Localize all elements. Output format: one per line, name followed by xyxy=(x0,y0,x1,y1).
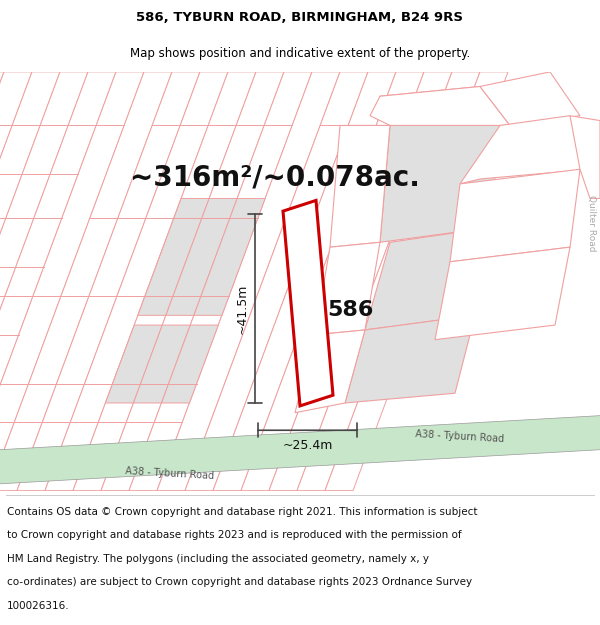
Polygon shape xyxy=(325,72,508,491)
Polygon shape xyxy=(17,72,200,491)
Polygon shape xyxy=(330,126,390,247)
Polygon shape xyxy=(166,199,237,316)
Polygon shape xyxy=(345,316,475,403)
Polygon shape xyxy=(0,72,88,491)
Polygon shape xyxy=(0,72,116,491)
Polygon shape xyxy=(241,72,424,491)
Text: ~316m²/~0.078ac.: ~316m²/~0.078ac. xyxy=(130,163,420,191)
Text: to Crown copyright and database rights 2023 and is reproduced with the permissio: to Crown copyright and database rights 2… xyxy=(7,530,462,540)
Text: 100026316.: 100026316. xyxy=(7,601,70,611)
Text: 586, TYBURN ROAD, BIRMINGHAM, B24 9RS: 586, TYBURN ROAD, BIRMINGHAM, B24 9RS xyxy=(137,11,464,24)
Polygon shape xyxy=(380,86,500,126)
Polygon shape xyxy=(0,416,600,484)
Polygon shape xyxy=(185,72,368,491)
Polygon shape xyxy=(129,72,312,491)
Polygon shape xyxy=(370,86,510,126)
Text: HM Land Registry. The polygons (including the associated geometry, namely x, y: HM Land Registry. The polygons (includin… xyxy=(7,554,429,564)
Polygon shape xyxy=(480,72,580,126)
Polygon shape xyxy=(0,72,144,491)
Polygon shape xyxy=(295,330,365,412)
Text: co-ordinates) are subject to Crown copyright and database rights 2023 Ordnance S: co-ordinates) are subject to Crown copyr… xyxy=(7,578,472,587)
Text: Quilter Road: Quilter Road xyxy=(587,194,596,251)
Polygon shape xyxy=(0,72,60,491)
Polygon shape xyxy=(460,116,590,184)
Polygon shape xyxy=(380,126,500,242)
Polygon shape xyxy=(133,325,190,403)
Polygon shape xyxy=(0,72,32,491)
Polygon shape xyxy=(0,72,172,491)
Polygon shape xyxy=(435,247,570,339)
Text: ~41.5m: ~41.5m xyxy=(235,283,248,334)
Polygon shape xyxy=(138,199,209,316)
Text: A38 - Tyburn Road: A38 - Tyburn Road xyxy=(415,429,505,444)
Polygon shape xyxy=(161,325,218,403)
Polygon shape xyxy=(106,325,162,403)
Polygon shape xyxy=(101,72,284,491)
Text: ~25.4m: ~25.4m xyxy=(283,439,332,452)
Polygon shape xyxy=(45,72,228,491)
Polygon shape xyxy=(157,72,340,491)
Polygon shape xyxy=(450,169,580,262)
Polygon shape xyxy=(315,242,380,335)
Polygon shape xyxy=(194,199,265,316)
Polygon shape xyxy=(570,116,600,199)
Text: A38 - Tyburn Road: A38 - Tyburn Road xyxy=(125,466,215,482)
Text: 586: 586 xyxy=(327,301,373,321)
Polygon shape xyxy=(297,72,480,491)
Polygon shape xyxy=(269,72,452,491)
Polygon shape xyxy=(213,72,396,491)
Polygon shape xyxy=(0,72,4,491)
Polygon shape xyxy=(73,72,256,491)
Polygon shape xyxy=(365,228,490,330)
Text: Contains OS data © Crown copyright and database right 2021. This information is : Contains OS data © Crown copyright and d… xyxy=(7,507,478,517)
Polygon shape xyxy=(283,201,333,406)
Text: Map shows position and indicative extent of the property.: Map shows position and indicative extent… xyxy=(130,48,470,61)
